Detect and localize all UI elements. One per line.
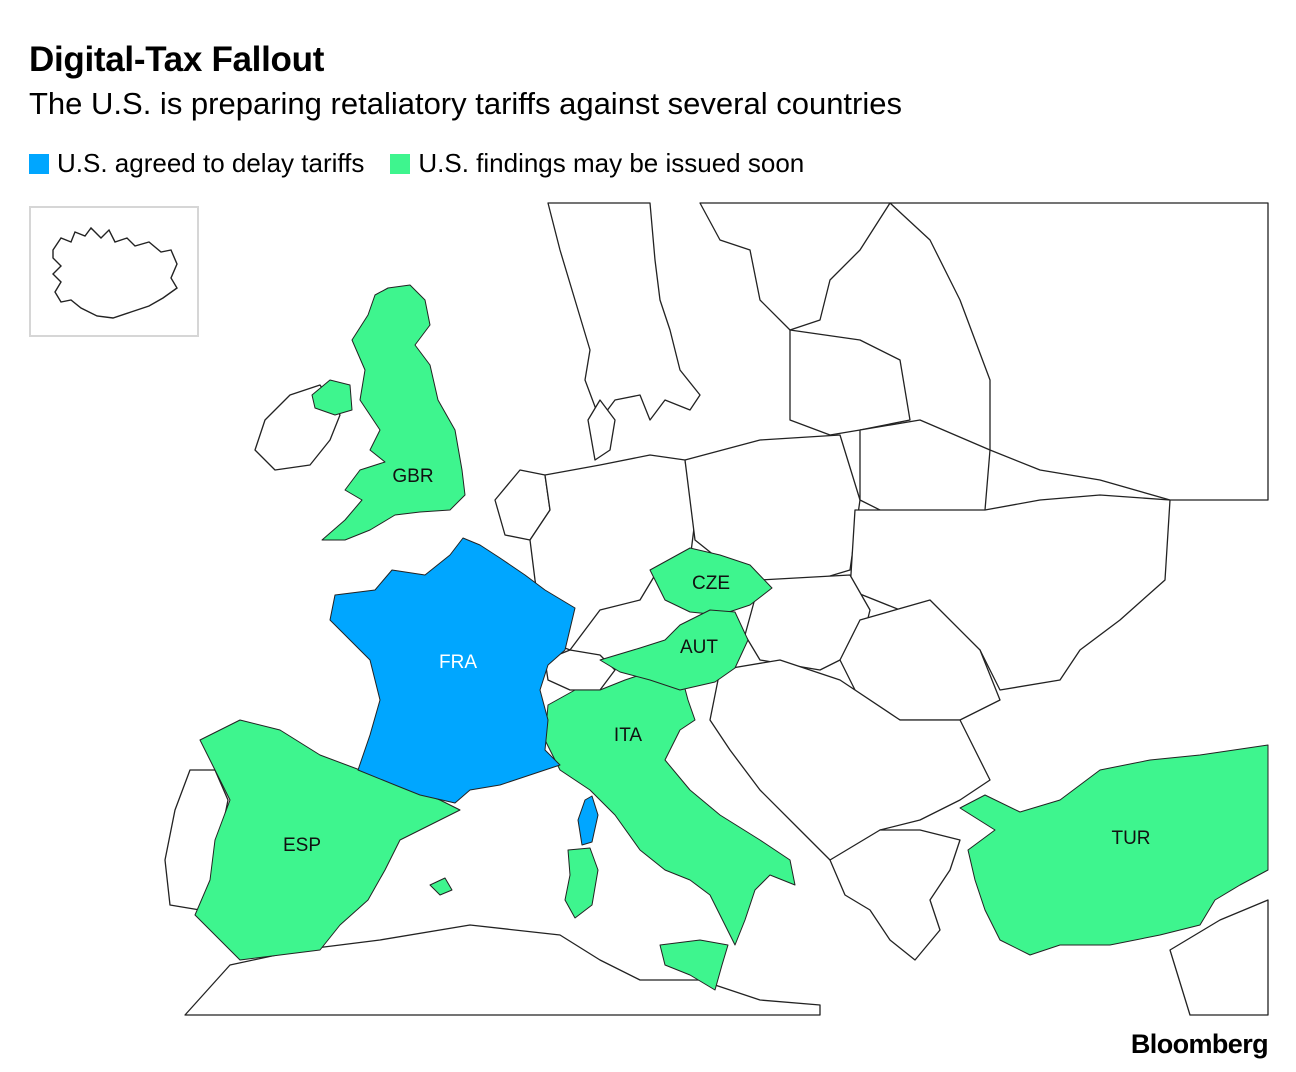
germany-shape (529, 454, 696, 651)
legend-label-delay: U.S. agreed to delay tariffs (57, 148, 365, 178)
country-balearic (429, 877, 453, 896)
bloomberg-logo: Bloomberg (1130, 1029, 1269, 1059)
russia-shape (889, 202, 1269, 501)
belarus-shape (859, 419, 991, 521)
label-tur: TUR (1111, 828, 1150, 849)
country-esp (194, 719, 461, 961)
country-aut (599, 609, 749, 691)
label-fra: FRA (439, 652, 477, 673)
scandinavia-shape (547, 202, 701, 421)
country-sardinia (564, 847, 599, 919)
chart-subtitle: The U.S. is preparing retaliatory tariff… (29, 86, 902, 121)
label-aut: AUT (680, 637, 718, 658)
label-gbr: GBR (392, 466, 433, 487)
country-northern-ireland (311, 379, 353, 416)
label-cze: CZE (692, 573, 730, 594)
baltics-shape (789, 329, 911, 436)
middle-east-shape (1169, 899, 1269, 1016)
denmark-shape (587, 399, 616, 461)
country-sicily (659, 939, 729, 991)
country-cze (649, 547, 773, 616)
country-fra (329, 537, 576, 804)
legend-item-findings: U.S. findings may be issued soon (390, 148, 804, 179)
iceland-inset (29, 206, 199, 337)
chart-title: Digital-Tax Fallout (29, 40, 325, 79)
iceland-shape (52, 226, 178, 319)
label-ita: ITA (614, 725, 642, 746)
legend: U.S. agreed to delay tariffs U.S. findin… (29, 148, 830, 179)
legend-swatch-findings (390, 153, 411, 174)
legend-item-delay: U.S. agreed to delay tariffs (29, 148, 364, 179)
switzerland-shape (544, 649, 616, 691)
europe-map: GBR FRA ESP ITA CZE AUT TUR (164, 202, 1269, 1016)
greece-shape (829, 829, 961, 961)
legend-label-findings: U.S. findings may be issued soon (418, 148, 805, 178)
label-esp: ESP (283, 835, 321, 856)
legend-swatch-delay (29, 153, 49, 174)
country-gbr (321, 284, 466, 541)
finland-shape (699, 202, 891, 331)
balkans-shape (709, 659, 991, 861)
country-corsica (577, 795, 599, 846)
country-tur (959, 744, 1269, 956)
